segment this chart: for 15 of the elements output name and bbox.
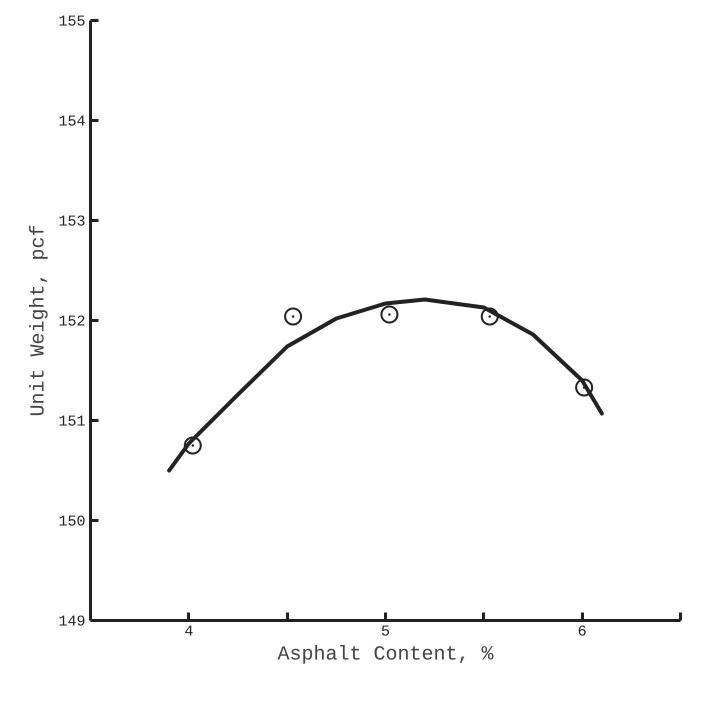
y-tick-label: 151 — [58, 414, 86, 430]
y-tick-label: 153 — [58, 214, 86, 230]
y-axis-title: Unit Weight, pcf — [27, 224, 50, 417]
point — [284, 308, 302, 326]
y-tick-label: 149 — [58, 614, 86, 630]
y-tick-label: 152 — [58, 314, 86, 330]
x-axis-title: Asphalt Content, % — [277, 644, 495, 666]
y-tick-label: 154 — [58, 114, 86, 130]
y-tick-label: 155 — [58, 14, 86, 30]
x-tick-label: 6 — [578, 624, 587, 640]
y-tick-label: 150 — [58, 514, 86, 530]
x-tick-label: 4 — [184, 624, 194, 640]
point — [380, 306, 398, 324]
line-series — [167, 298, 604, 472]
x-tick-label: 5 — [381, 624, 390, 640]
